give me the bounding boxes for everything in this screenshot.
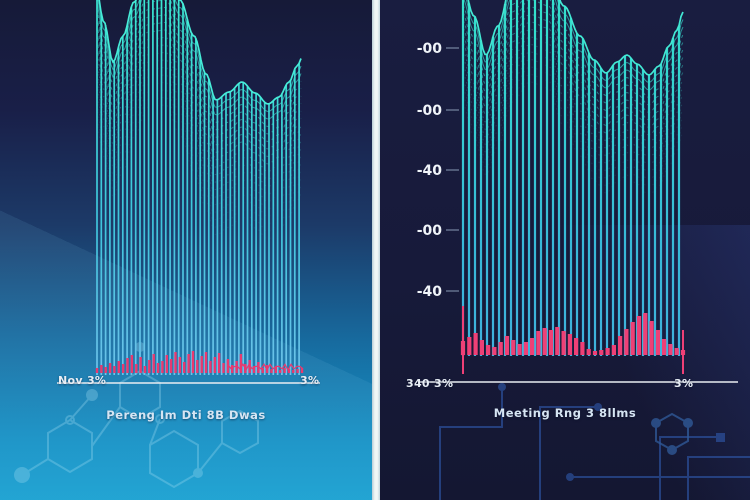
- y-tick-label: -00: [417, 223, 443, 239]
- edge-spike: [462, 306, 464, 374]
- panel-left: Nov 3% 3% Pereng Im Dti 8B Dwas: [0, 0, 372, 500]
- frequency-bars: [460, 313, 686, 355]
- frequency-bars: [95, 351, 304, 373]
- ridgeline-chart-right: -00 -00 -40 -00 -40: [417, 0, 738, 383]
- panel-divider: [372, 0, 380, 500]
- panel-caption: Pereng Im Dti 8B Dwas: [106, 408, 266, 422]
- molecule-decoration: [14, 342, 259, 489]
- y-tick-label: -00: [417, 41, 443, 57]
- y-tick-label: -40: [417, 284, 443, 300]
- comb-lines: [96, 0, 300, 375]
- ridge-curves: [96, 0, 302, 240]
- y-tick-label: -00: [417, 103, 443, 119]
- comb-lines: [461, 0, 681, 356]
- ridge-curves: [462, 0, 684, 196]
- x-axis-label-left: Nov 3%: [58, 374, 107, 387]
- x-axis-label-right: 3%: [300, 374, 320, 387]
- y-tick-label: -40: [417, 163, 443, 179]
- panel-right: -00 -00 -40 -00 -40 340 3% 3% Meeting Rng 3 …: [380, 0, 750, 500]
- pink-squiggle: [227, 362, 304, 372]
- edge-spike: [682, 330, 684, 374]
- circuit-decoration: [439, 383, 750, 500]
- ridgeline-chart-left: [57, 0, 320, 384]
- x-axis-label-right: 3%: [674, 377, 694, 390]
- panel-caption: Meeting Rng 3 8llms: [493, 406, 637, 420]
- x-axis-label-left: 340 3%: [406, 377, 454, 390]
